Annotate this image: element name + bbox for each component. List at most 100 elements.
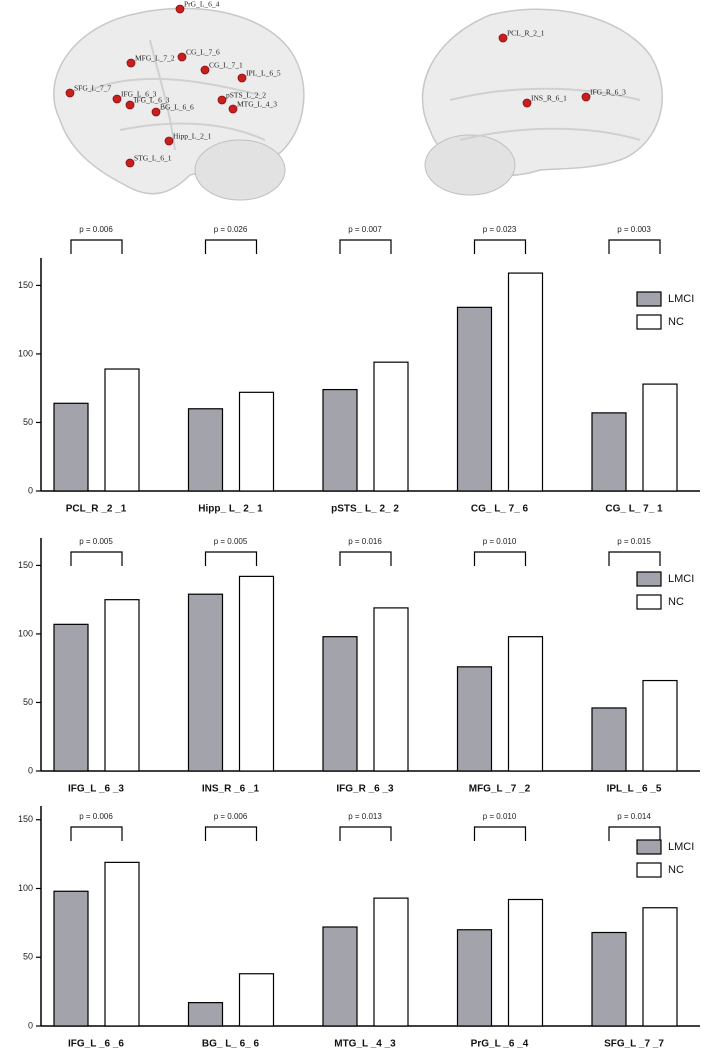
brain-node: [112, 94, 122, 104]
brain-node: [228, 104, 238, 114]
bar: [591, 412, 627, 492]
p-value: p = 0.015: [617, 537, 651, 546]
bar: [373, 361, 409, 492]
legend-label: LMCI: [668, 293, 694, 305]
p-value: p = 0.006: [79, 812, 113, 821]
y-tick-label: 50: [23, 697, 33, 707]
significance-bracket: [204, 239, 258, 254]
bar: [642, 907, 678, 1027]
y-tick-label: 100: [18, 883, 33, 893]
x-tick-label: INS_R _6 _1: [202, 784, 260, 795]
x-tick-label: PCL_R _2 _1: [66, 504, 127, 515]
brain-node-label: STG_L_6_1: [134, 154, 172, 163]
brain-node-label: MFG_L_7_2: [135, 54, 175, 63]
brain-node: [164, 136, 174, 146]
x-tick-label: Hipp_ L_ 2_ 1: [198, 504, 263, 515]
x-tick-label: IFG_R _6 _3: [336, 784, 394, 795]
p-value: p = 0.026: [214, 225, 248, 234]
brain-node-label: SFG_L_7_7: [74, 84, 111, 93]
x-tick-label: MFG_L _7 _2: [469, 784, 531, 795]
x-tick-label: PrG_L _6 _4: [471, 1039, 529, 1050]
y-tick-label: 0: [28, 765, 33, 775]
p-value: p = 0.010: [483, 812, 517, 821]
bar: [456, 929, 493, 1027]
legend-label: LMCI: [668, 573, 694, 585]
significance-bracket: [608, 551, 661, 566]
significance-bracket: [70, 239, 123, 254]
brain-node-label: IFG_L_6_3: [134, 96, 170, 105]
brain-node-label: Hipp_L_2_1: [173, 132, 212, 141]
brain-node: [581, 92, 591, 102]
bar: [104, 599, 140, 772]
x-tick-label: IFG_L _6 _6: [68, 1039, 124, 1050]
bar: [238, 973, 275, 1027]
bar: [238, 391, 275, 492]
brain-node: [65, 88, 75, 98]
legend-label: NC: [668, 864, 684, 876]
significance-bracket: [339, 551, 392, 566]
bar: [456, 666, 493, 772]
y-tick-label: 0: [28, 1020, 33, 1030]
legend-swatch: [636, 291, 662, 307]
significance-bracket: [473, 826, 527, 841]
significance-bracket: [608, 826, 661, 841]
p-value: p = 0.007: [348, 225, 382, 234]
y-tick-label: 0: [28, 485, 33, 495]
bar: [322, 636, 358, 772]
bar: [591, 931, 627, 1027]
y-tick-label: 150: [18, 560, 33, 570]
brain-node: [151, 107, 161, 117]
y-tick-label: 100: [18, 348, 33, 358]
brain-node: [522, 98, 532, 108]
brain-node-label: INS_R_6_1: [531, 94, 567, 103]
brain-node-label: MTG_L_4_3: [237, 100, 277, 109]
brain-node-label: BG_L_6_6: [160, 103, 194, 112]
x-tick-label: BG_ L_ 6_ 6: [202, 1039, 260, 1050]
bar: [53, 890, 89, 1027]
brain-node: [177, 52, 187, 62]
significance-bracket: [339, 826, 392, 841]
brain-left: [53, 7, 305, 201]
significance-bracket: [204, 551, 258, 566]
x-tick-label: CG_ L_ 7_ 1: [605, 504, 663, 515]
legend-swatch: [636, 314, 662, 330]
significance-bracket: [204, 826, 258, 841]
bar: [373, 607, 409, 772]
bar: [238, 575, 275, 772]
x-tick-label: MTG_L _4 _3: [334, 1039, 396, 1050]
brain-node: [498, 33, 508, 43]
bar: [507, 636, 544, 772]
brain-node-label: CG_L_7_6: [186, 48, 220, 57]
bar: [373, 897, 409, 1027]
significance-bracket: [339, 239, 392, 254]
legend-label: NC: [668, 316, 684, 328]
brain-right: [421, 8, 663, 196]
significance-bracket: [70, 826, 123, 841]
brain-node: [200, 65, 210, 75]
bar: [322, 926, 358, 1027]
p-value: p = 0.023: [483, 225, 517, 234]
brain-node: [126, 58, 136, 68]
brain-node-label: IPL_L_6_5: [246, 69, 281, 78]
bar: [507, 898, 544, 1027]
bar: [642, 383, 678, 492]
p-value: p = 0.014: [617, 812, 651, 821]
significance-bracket: [473, 239, 527, 254]
y-tick-label: 50: [23, 952, 33, 962]
bar: [187, 1002, 224, 1027]
bar: [187, 593, 224, 772]
bar: [187, 408, 224, 492]
p-value: p = 0.010: [483, 537, 517, 546]
brain-node: [125, 158, 135, 168]
significance-bracket: [70, 551, 123, 566]
significance-bracket: [608, 239, 661, 254]
x-tick-label: pSTS_ L_ 2_ 2: [331, 504, 399, 515]
bar: [104, 368, 140, 492]
p-value: p = 0.016: [348, 537, 382, 546]
bar: [642, 679, 678, 772]
legend-swatch: [636, 839, 662, 855]
bar: [507, 272, 544, 492]
bar: [53, 623, 89, 772]
bar: [53, 402, 89, 492]
